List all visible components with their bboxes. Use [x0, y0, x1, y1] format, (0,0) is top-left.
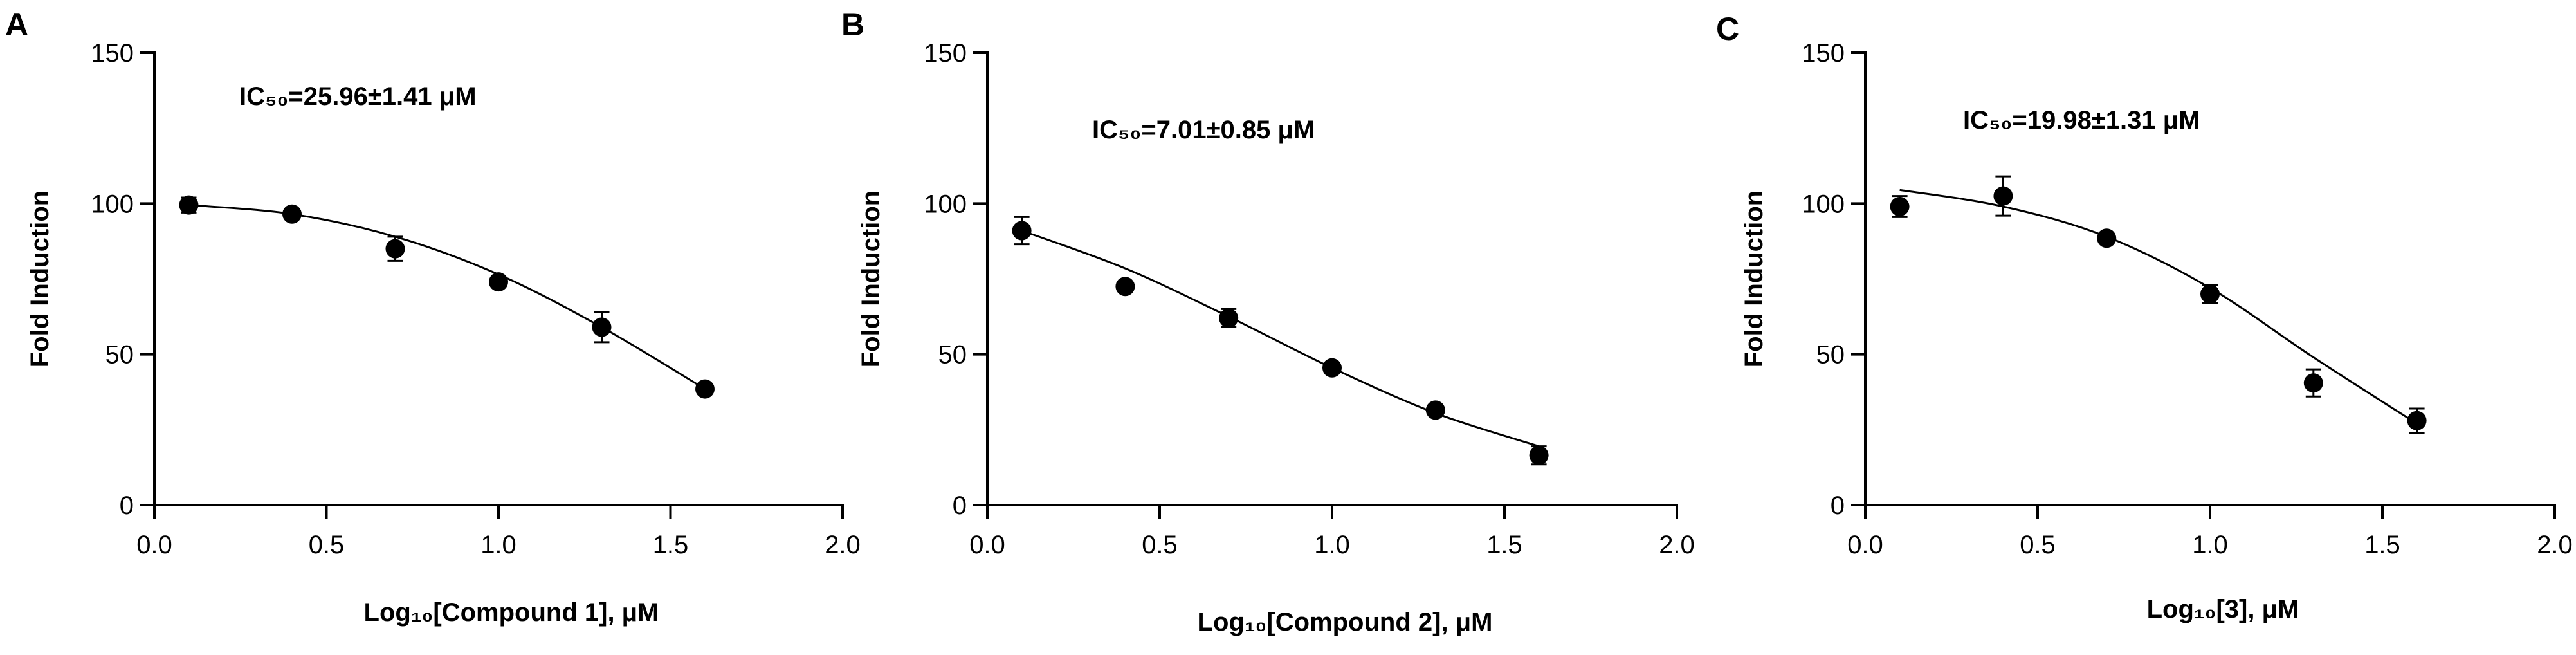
x-tick-label: 2.0 — [825, 531, 861, 559]
data-point — [592, 317, 612, 337]
ic50-annotation: IC₅₀=7.01±0.85 μM — [1092, 116, 1315, 144]
y-tick-label: 100 — [924, 190, 967, 218]
panel-letter: A — [5, 6, 28, 42]
y-tick-label: 50 — [1816, 341, 1845, 369]
chart-panel-b: B 0 50 100 150 0.0 0.5 1.0 1.5 2.0 Fold Induction L… — [841, 6, 1695, 636]
y-tick-label: 100 — [1802, 190, 1845, 218]
data-point — [1012, 221, 1032, 241]
data-point — [385, 239, 405, 259]
y-tick-label: 0 — [120, 492, 134, 520]
y-tick-label: 0 — [953, 492, 967, 520]
y-axis-label: Fold Induction — [857, 190, 885, 368]
data-point — [489, 272, 508, 292]
ic50-annotation: IC₅₀=19.98±1.31 μM — [1963, 106, 2200, 134]
x-tick-label: 0.0 — [1847, 531, 1883, 559]
data-point — [179, 195, 199, 215]
data-point — [282, 204, 302, 224]
y-tick-label: 0 — [1831, 492, 1845, 520]
data-point — [1890, 197, 1910, 217]
y-tick-label: 150 — [924, 39, 967, 68]
x-tick-label: 1.0 — [480, 531, 516, 559]
y-axis-label: Fold Induction — [26, 190, 54, 368]
x-tick-label: 1.5 — [653, 531, 689, 559]
chart-panel-a: A 0 50 100 150 0.0 0.5 1.0 1.5 2.0 Fold Induction L… — [5, 6, 861, 627]
data-point — [1322, 358, 1342, 378]
data-point — [695, 379, 715, 399]
x-tick-label: 0.5 — [309, 531, 345, 559]
y-tick-label: 150 — [1802, 39, 1845, 68]
x-tick-label: 1.0 — [2192, 531, 2228, 559]
x-tick-label: 0.0 — [136, 531, 172, 559]
y-tick-label: 50 — [105, 341, 134, 369]
fit-curve — [1021, 230, 1540, 448]
data-point — [1529, 445, 1549, 465]
x-axis-label: Log₁₀[Compound 2], μM — [1198, 608, 1493, 636]
y-tick-label: 150 — [91, 39, 134, 68]
data-point — [1219, 308, 1239, 328]
panel-letter: B — [841, 6, 864, 42]
x-tick-label: 2.0 — [1659, 531, 1695, 559]
y-tick-label: 50 — [938, 341, 967, 369]
data-point — [2303, 373, 2323, 393]
chart-panel-c: C 0 50 100 150 0.0 0.5 1.0 1.5 2.0 Fold Induction L… — [1716, 11, 2573, 623]
x-axis-label: Log₁₀[3], μM — [2147, 595, 2299, 623]
ic50-annotation: IC₅₀=25.96±1.41 μM — [239, 82, 477, 111]
x-tick-label: 0.5 — [1142, 531, 1178, 559]
data-point — [2097, 228, 2117, 248]
x-tick-label: 0.0 — [969, 531, 1005, 559]
y-axis-label: Fold Induction — [1740, 190, 1768, 368]
data-point — [1425, 400, 1445, 420]
x-tick-label: 2.0 — [2537, 531, 2573, 559]
data-point — [2200, 284, 2220, 304]
y-tick-label: 100 — [91, 190, 134, 218]
data-point — [1993, 186, 2013, 206]
data-point — [1115, 277, 1135, 297]
fit-curve — [1899, 189, 2418, 425]
x-axis-label: Log₁₀[Compound 1], μM — [364, 598, 659, 627]
fit-curve — [188, 204, 706, 390]
x-tick-label: 1.5 — [1486, 531, 1522, 559]
x-tick-label: 1.5 — [2364, 531, 2400, 559]
x-tick-label: 1.0 — [1314, 531, 1350, 559]
x-tick-label: 0.5 — [2020, 531, 2056, 559]
panel-letter: C — [1716, 11, 1739, 47]
data-point — [2407, 411, 2427, 430]
